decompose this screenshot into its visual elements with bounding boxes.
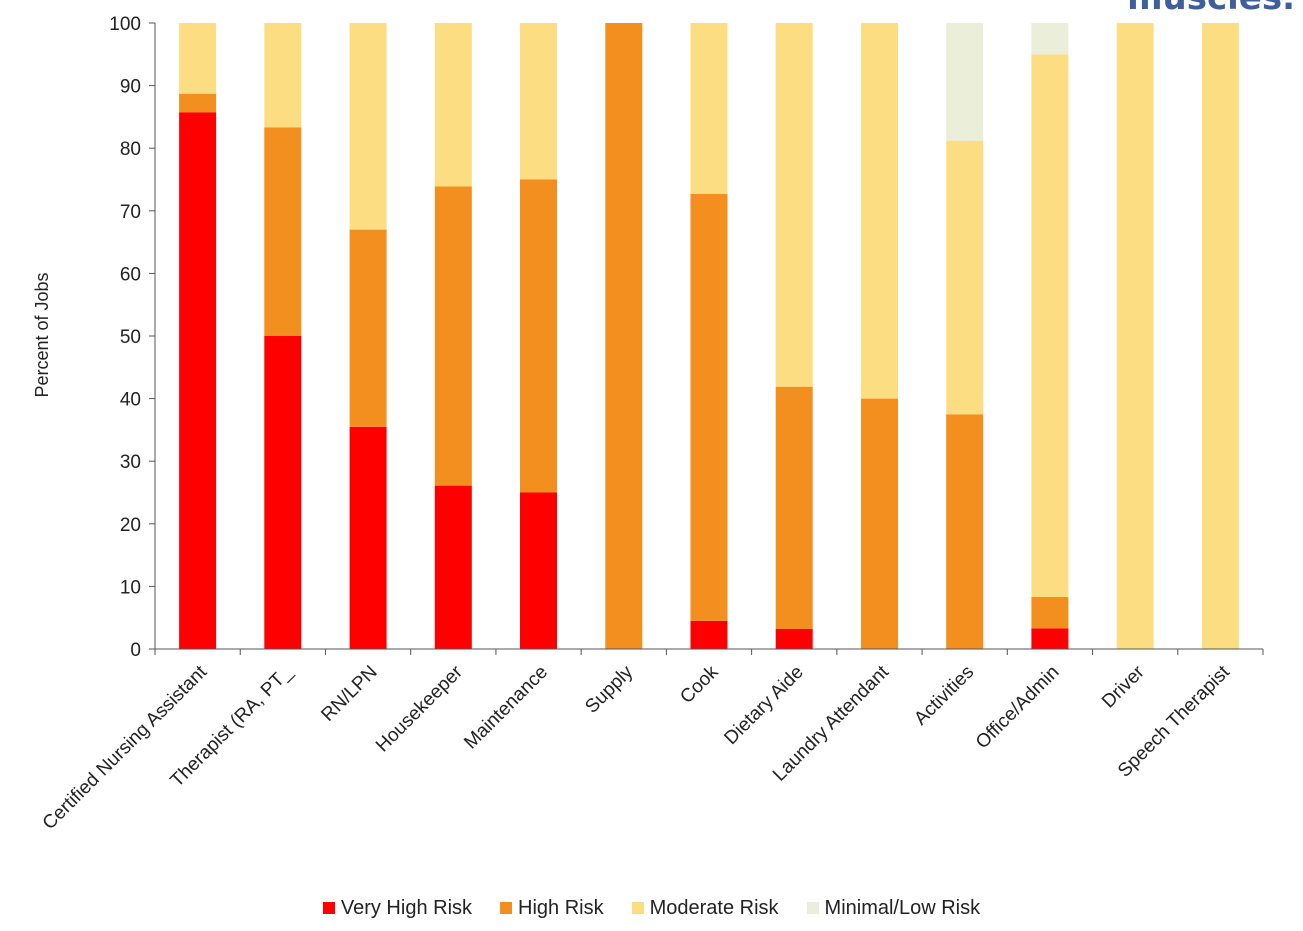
legend-swatch	[806, 902, 819, 914]
x-category-label: Activities	[910, 662, 978, 730]
y-tick-label: 60	[120, 264, 141, 285]
bar-segment	[264, 336, 302, 649]
bar-segment	[1201, 23, 1239, 649]
bar-segment	[434, 485, 472, 649]
bar-segment	[1031, 597, 1069, 629]
y-tick-label: 20	[120, 515, 141, 536]
bar-segment	[775, 23, 813, 387]
legend-label: Minimal/Low Risk	[824, 897, 981, 919]
x-category-label: Maintenance	[460, 662, 552, 754]
y-tick-label: 40	[120, 390, 141, 411]
x-category-label: Certified Nursing Assistant	[39, 661, 212, 834]
y-axis-label: Percent of Jobs	[32, 272, 52, 397]
y-tick-label: 90	[120, 77, 141, 98]
legend-item: Moderate Risk	[631, 897, 779, 920]
y-tick-label: 10	[120, 577, 141, 598]
bar-segment	[520, 23, 557, 180]
bar-segment	[179, 93, 217, 113]
bar-segment	[520, 492, 557, 649]
legend-swatch	[500, 902, 513, 914]
legend-item: Very High Risk	[322, 897, 473, 920]
bar-segment	[179, 112, 217, 649]
x-category-label: Housekeeper	[372, 661, 467, 756]
x-category-label: RN/LPN	[317, 662, 381, 726]
bar-segment	[861, 23, 898, 399]
bar-segment	[605, 23, 643, 649]
y-tick-label: 100	[109, 14, 141, 35]
y-tick-label: 30	[120, 452, 141, 473]
bar-segment	[775, 629, 813, 649]
legend-swatch	[322, 902, 335, 914]
bar-segment	[946, 23, 984, 141]
bar-segment	[690, 193, 728, 621]
bar-segment	[1031, 54, 1069, 598]
chart-title-fragment: muscles.	[1127, 0, 1295, 18]
legend-label: High Risk	[518, 897, 604, 919]
bar-segment	[1031, 628, 1069, 649]
bar-segment	[861, 398, 898, 649]
bar-segment	[349, 23, 387, 230]
legend-swatch	[631, 902, 644, 914]
legend-item: Minimal/Low Risk	[806, 897, 981, 920]
bar-segment	[434, 186, 472, 486]
legend-label: Very High Risk	[340, 897, 473, 919]
bar-segment	[179, 23, 217, 94]
y-tick-label: 80	[120, 139, 141, 160]
x-category-label: Cook	[676, 661, 723, 708]
bar-segment	[520, 179, 557, 493]
y-tick-label: 50	[120, 327, 141, 348]
bar-segment	[264, 127, 302, 336]
bar-segment	[349, 426, 387, 649]
y-axis: 0 10 20 30 40 50 60 70 80 90 100	[109, 14, 156, 661]
bar-segment	[264, 23, 302, 128]
legend-label: Moderate Risk	[649, 897, 779, 919]
bar-segment	[1116, 23, 1154, 649]
legend: Very High Risk High Risk Moderate Risk Mini…	[0, 897, 1303, 920]
bar-segment	[434, 23, 472, 187]
bar-segment	[690, 23, 728, 194]
bar-segment	[946, 414, 984, 650]
bar-segment	[690, 620, 728, 649]
bar-segment	[349, 229, 387, 427]
legend-item: High Risk	[500, 897, 604, 920]
bar-segment	[775, 386, 813, 629]
x-category-label: Dietary Aide	[720, 662, 807, 749]
x-category-label: Driver	[1098, 661, 1149, 712]
x-category-label: Supply	[581, 661, 637, 717]
bar-segment	[946, 140, 984, 415]
bar-segment	[1031, 23, 1069, 55]
y-tick-label: 0	[130, 640, 141, 661]
y-tick-label: 70	[120, 202, 141, 223]
x-category-label: Office/Admin	[972, 662, 1064, 754]
bars-group	[179, 23, 1239, 650]
